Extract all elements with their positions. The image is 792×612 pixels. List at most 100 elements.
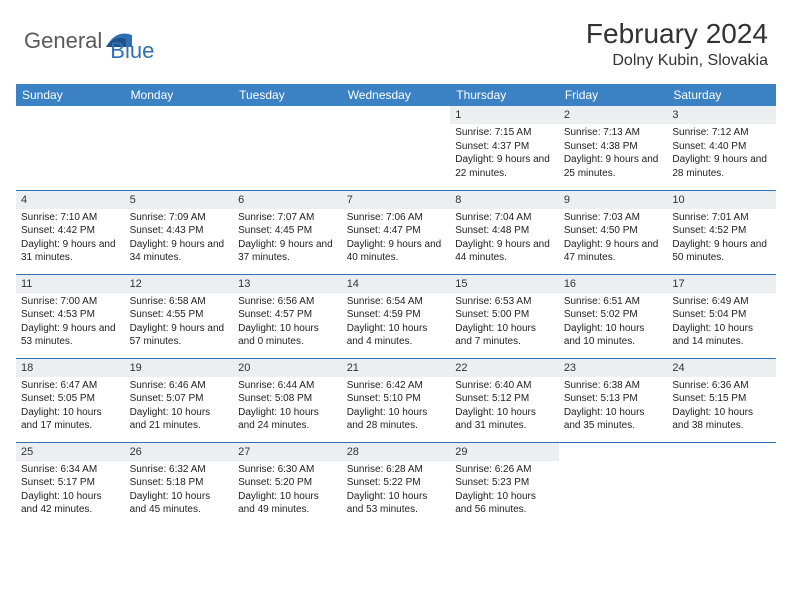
day-number: 8 [450, 191, 559, 209]
calendar-table: SundayMondayTuesdayWednesdayThursdayFrid… [16, 84, 776, 526]
sunrise-line: Sunrise: 7:15 AM [455, 126, 554, 140]
day-details: Sunrise: 7:15 AMSunset: 4:37 PMDaylight:… [450, 124, 559, 184]
calendar-cell: 26Sunrise: 6:32 AMSunset: 5:18 PMDayligh… [125, 442, 234, 526]
sunset-line: Sunset: 5:08 PM [238, 392, 337, 406]
calendar-header-row: SundayMondayTuesdayWednesdayThursdayFrid… [16, 84, 776, 106]
sunrise-line: Sunrise: 7:12 AM [672, 126, 771, 140]
sunset-line: Sunset: 5:00 PM [455, 308, 554, 322]
sunset-line: Sunset: 5:07 PM [130, 392, 229, 406]
day-details: Sunrise: 6:44 AMSunset: 5:08 PMDaylight:… [233, 377, 342, 437]
sunrise-line: Sunrise: 6:28 AM [347, 463, 446, 477]
day-number: 15 [450, 275, 559, 293]
brand-word-1: General [24, 28, 102, 54]
calendar-week-row: 1Sunrise: 7:15 AMSunset: 4:37 PMDaylight… [16, 106, 776, 190]
day-details: Sunrise: 7:12 AMSunset: 4:40 PMDaylight:… [667, 124, 776, 184]
day-details: Sunrise: 6:34 AMSunset: 5:17 PMDaylight:… [16, 461, 125, 521]
location-label: Dolny Kubin, Slovakia [586, 52, 768, 70]
sunset-line: Sunset: 5:23 PM [455, 476, 554, 490]
day-details: Sunrise: 6:28 AMSunset: 5:22 PMDaylight:… [342, 461, 451, 521]
sunrise-line: Sunrise: 6:36 AM [672, 379, 771, 393]
daylight-line: Daylight: 10 hours and 53 minutes. [347, 490, 446, 517]
daylight-line: Daylight: 10 hours and 0 minutes. [238, 322, 337, 349]
calendar-cell: 6Sunrise: 7:07 AMSunset: 4:45 PMDaylight… [233, 190, 342, 274]
day-details: Sunrise: 6:49 AMSunset: 5:04 PMDaylight:… [667, 293, 776, 353]
daylight-line: Daylight: 9 hours and 40 minutes. [347, 238, 446, 265]
calendar-cell: 14Sunrise: 6:54 AMSunset: 4:59 PMDayligh… [342, 274, 451, 358]
day-number: 4 [16, 191, 125, 209]
calendar-cell [342, 106, 451, 190]
sunrise-line: Sunrise: 6:49 AM [672, 295, 771, 309]
sunset-line: Sunset: 5:04 PM [672, 308, 771, 322]
day-number: 9 [559, 191, 668, 209]
calendar-cell: 25Sunrise: 6:34 AMSunset: 5:17 PMDayligh… [16, 442, 125, 526]
day-number: 6 [233, 191, 342, 209]
day-details: Sunrise: 6:56 AMSunset: 4:57 PMDaylight:… [233, 293, 342, 353]
calendar-cell: 10Sunrise: 7:01 AMSunset: 4:52 PMDayligh… [667, 190, 776, 274]
day-number: 21 [342, 359, 451, 377]
sunset-line: Sunset: 5:05 PM [21, 392, 120, 406]
sunrise-line: Sunrise: 6:46 AM [130, 379, 229, 393]
calendar-cell: 1Sunrise: 7:15 AMSunset: 4:37 PMDaylight… [450, 106, 559, 190]
daylight-line: Daylight: 9 hours and 34 minutes. [130, 238, 229, 265]
daylight-line: Daylight: 10 hours and 17 minutes. [21, 406, 120, 433]
daylight-line: Daylight: 10 hours and 38 minutes. [672, 406, 771, 433]
sunrise-line: Sunrise: 6:56 AM [238, 295, 337, 309]
sunrise-line: Sunrise: 6:51 AM [564, 295, 663, 309]
day-number: 24 [667, 359, 776, 377]
weekday-header: Friday [559, 84, 668, 106]
sunset-line: Sunset: 4:52 PM [672, 224, 771, 238]
calendar-cell: 2Sunrise: 7:13 AMSunset: 4:38 PMDaylight… [559, 106, 668, 190]
month-title: February 2024 [586, 18, 768, 50]
sunrise-line: Sunrise: 6:44 AM [238, 379, 337, 393]
calendar-cell [16, 106, 125, 190]
calendar-cell: 7Sunrise: 7:06 AMSunset: 4:47 PMDaylight… [342, 190, 451, 274]
daylight-line: Daylight: 9 hours and 53 minutes. [21, 322, 120, 349]
calendar-cell: 22Sunrise: 6:40 AMSunset: 5:12 PMDayligh… [450, 358, 559, 442]
sunset-line: Sunset: 5:13 PM [564, 392, 663, 406]
weekday-header: Sunday [16, 84, 125, 106]
sunset-line: Sunset: 5:22 PM [347, 476, 446, 490]
daylight-line: Daylight: 9 hours and 44 minutes. [455, 238, 554, 265]
day-details: Sunrise: 6:54 AMSunset: 4:59 PMDaylight:… [342, 293, 451, 353]
calendar-cell: 20Sunrise: 6:44 AMSunset: 5:08 PMDayligh… [233, 358, 342, 442]
day-number: 19 [125, 359, 234, 377]
sunset-line: Sunset: 4:57 PM [238, 308, 337, 322]
sunrise-line: Sunrise: 7:06 AM [347, 211, 446, 225]
calendar-cell [559, 442, 668, 526]
sunset-line: Sunset: 4:37 PM [455, 140, 554, 154]
day-number: 16 [559, 275, 668, 293]
day-number: 12 [125, 275, 234, 293]
sunrise-line: Sunrise: 7:07 AM [238, 211, 337, 225]
day-details: Sunrise: 6:46 AMSunset: 5:07 PMDaylight:… [125, 377, 234, 437]
calendar-cell: 17Sunrise: 6:49 AMSunset: 5:04 PMDayligh… [667, 274, 776, 358]
weekday-header: Tuesday [233, 84, 342, 106]
sunset-line: Sunset: 4:50 PM [564, 224, 663, 238]
calendar-week-row: 4Sunrise: 7:10 AMSunset: 4:42 PMDaylight… [16, 190, 776, 274]
sunset-line: Sunset: 4:42 PM [21, 224, 120, 238]
sunset-line: Sunset: 4:47 PM [347, 224, 446, 238]
daylight-line: Daylight: 10 hours and 14 minutes. [672, 322, 771, 349]
day-number: 17 [667, 275, 776, 293]
sunrise-line: Sunrise: 7:03 AM [564, 211, 663, 225]
sunset-line: Sunset: 5:12 PM [455, 392, 554, 406]
sunset-line: Sunset: 5:10 PM [347, 392, 446, 406]
sunrise-line: Sunrise: 6:38 AM [564, 379, 663, 393]
day-number: 11 [16, 275, 125, 293]
daylight-line: Daylight: 9 hours and 31 minutes. [21, 238, 120, 265]
sunset-line: Sunset: 4:53 PM [21, 308, 120, 322]
daylight-line: Daylight: 10 hours and 49 minutes. [238, 490, 337, 517]
calendar-cell: 18Sunrise: 6:47 AMSunset: 5:05 PMDayligh… [16, 358, 125, 442]
sunrise-line: Sunrise: 7:10 AM [21, 211, 120, 225]
calendar-cell: 15Sunrise: 6:53 AMSunset: 5:00 PMDayligh… [450, 274, 559, 358]
daylight-line: Daylight: 9 hours and 57 minutes. [130, 322, 229, 349]
calendar-cell [125, 106, 234, 190]
calendar-cell: 9Sunrise: 7:03 AMSunset: 4:50 PMDaylight… [559, 190, 668, 274]
title-block: February 2024 Dolny Kubin, Slovakia [586, 18, 768, 70]
sunset-line: Sunset: 4:43 PM [130, 224, 229, 238]
day-number: 18 [16, 359, 125, 377]
calendar-week-row: 18Sunrise: 6:47 AMSunset: 5:05 PMDayligh… [16, 358, 776, 442]
sunrise-line: Sunrise: 6:58 AM [130, 295, 229, 309]
day-number: 27 [233, 443, 342, 461]
calendar-week-row: 11Sunrise: 7:00 AMSunset: 4:53 PMDayligh… [16, 274, 776, 358]
sunrise-line: Sunrise: 6:53 AM [455, 295, 554, 309]
